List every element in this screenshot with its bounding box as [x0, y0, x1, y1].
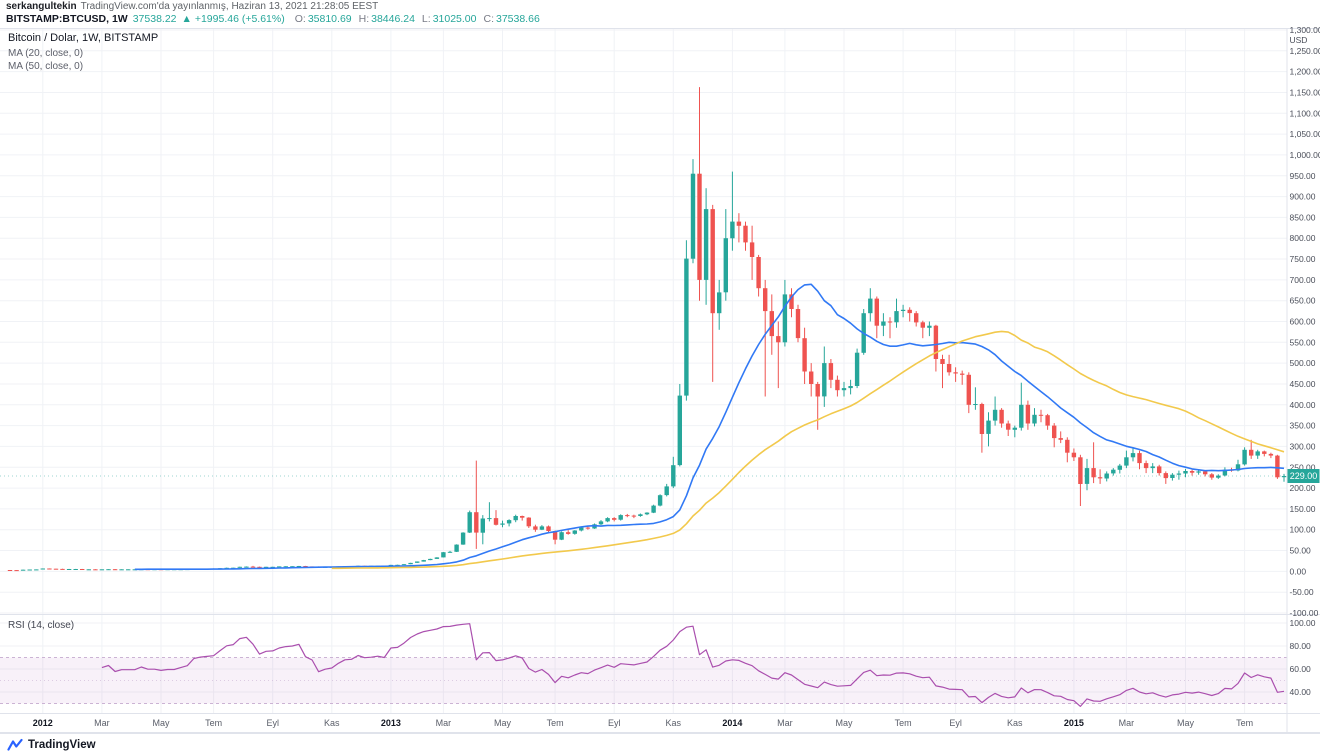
svg-text:2015: 2015: [1064, 718, 1084, 728]
svg-text:950.00: 950.00: [1290, 171, 1316, 181]
svg-text:May: May: [1177, 718, 1195, 728]
svg-text:900.00: 900.00: [1290, 192, 1316, 202]
svg-text:Mar: Mar: [777, 718, 793, 728]
rsi-line: [101, 623, 1285, 707]
svg-text:Tem: Tem: [547, 718, 564, 728]
brand-name: TradingView: [28, 738, 96, 751]
svg-text:Kas: Kas: [666, 718, 682, 728]
svg-text:Eyl: Eyl: [266, 718, 279, 728]
ohlc-value: 37538.66: [495, 13, 540, 25]
price-scale[interactable]: 1,300.00 1,250.00 1,200.00 1,150.00 1,100.00…: [1290, 25, 1320, 618]
svg-text:700.00: 700.00: [1290, 275, 1316, 285]
legend-rsi[interactable]: RSI (14, close): [8, 620, 75, 631]
price-change: ▲ +1995.46 (+5.61%): [181, 13, 285, 25]
ohlc-values: O: 35810.69 H: 38446.24 L: 31025.00 C: 37538.66: [290, 13, 540, 25]
legend-ma50[interactable]: MA (50, close, 0): [8, 61, 84, 72]
svg-text:2014: 2014: [722, 718, 742, 728]
publish-bar: serkangultekin TradingView.com'da yayınla…: [6, 1, 378, 12]
symbol-title[interactable]: BITSTAMP:BTCUSD, 1W: [6, 13, 128, 25]
svg-text:Tem: Tem: [205, 718, 222, 728]
svg-text:-50.00: -50.00: [1290, 587, 1314, 597]
svg-text:600.00: 600.00: [1290, 317, 1316, 327]
svg-text:1,200.00: 1,200.00: [1290, 67, 1320, 77]
svg-text:229.00: 229.00: [1290, 471, 1318, 481]
svg-text:1,050.00: 1,050.00: [1290, 129, 1320, 139]
rsi-band: [0, 657, 1287, 704]
pane-borders: [0, 28, 1320, 733]
svg-text:40.00: 40.00: [1290, 687, 1312, 697]
chart-legend-title[interactable]: Bitcoin / Dolar, 1W, BITSTAMP: [8, 32, 159, 44]
ohlc-value: 38446.24: [371, 13, 415, 25]
ma-line-20: [134, 283, 1285, 571]
svg-text:Mar: Mar: [1119, 718, 1135, 728]
svg-text:750.00: 750.00: [1290, 254, 1316, 264]
svg-text:80.00: 80.00: [1290, 641, 1312, 651]
author-name[interactable]: serkangultekin: [6, 1, 77, 12]
ohlc-value: 31025.00: [432, 13, 477, 25]
svg-text:100.00: 100.00: [1290, 618, 1316, 628]
last-price-value: 37538.22: [132, 13, 177, 25]
svg-text:May: May: [835, 718, 853, 728]
svg-text:2012: 2012: [33, 718, 53, 728]
svg-text:May: May: [152, 718, 170, 728]
svg-text:850.00: 850.00: [1290, 212, 1316, 222]
svg-text:1,000.00: 1,000.00: [1290, 150, 1320, 160]
svg-text:800.00: 800.00: [1290, 233, 1316, 243]
svg-text:60.00: 60.00: [1290, 664, 1312, 674]
svg-text:1,300.00: 1,300.00: [1290, 25, 1320, 35]
svg-text:150.00: 150.00: [1290, 504, 1316, 514]
tradingview-logo[interactable]: [7, 738, 23, 752]
svg-text:Mar: Mar: [436, 718, 452, 728]
publish-info: TradingView.com'da yayınlanmış, Haziran …: [80, 1, 379, 12]
ma-line-50: [331, 330, 1285, 570]
svg-text:550.00: 550.00: [1290, 337, 1316, 347]
svg-text:Kas: Kas: [1007, 718, 1023, 728]
svg-text:300.00: 300.00: [1290, 441, 1316, 451]
svg-text:350.00: 350.00: [1290, 421, 1316, 431]
svg-text:Tem: Tem: [1236, 718, 1253, 728]
time-scale[interactable]: 2012 Mar May Tem Eyl Kas 2013 Mar May Tem Eyl Kas 20…: [33, 718, 1253, 728]
symbol-info-bar: BITSTAMP:BTCUSD, 1W 37538.22 ▲ +1995.46 …: [6, 13, 540, 25]
svg-text:USD: USD: [1290, 35, 1308, 45]
svg-text:1,150.00: 1,150.00: [1290, 88, 1320, 98]
svg-text:0.00: 0.00: [1290, 566, 1307, 576]
svg-text:May: May: [494, 718, 512, 728]
svg-text:450.00: 450.00: [1290, 379, 1316, 389]
ohlc-label: H:: [358, 13, 370, 25]
ohlc-label: L:: [421, 13, 431, 25]
ohlc-label: C:: [483, 13, 494, 25]
svg-text:Kas: Kas: [324, 718, 340, 728]
candlestick-series: [7, 87, 1287, 572]
svg-text:100.00: 100.00: [1290, 525, 1316, 535]
legend-ma20[interactable]: MA (20, close, 0): [8, 48, 84, 59]
last-price-badge: 229.00: [1287, 469, 1320, 483]
svg-text:200.00: 200.00: [1290, 483, 1316, 493]
svg-text:-100.00: -100.00: [1290, 608, 1319, 618]
svg-text:250.00: 250.00: [1290, 462, 1316, 472]
svg-text:1,100.00: 1,100.00: [1290, 108, 1320, 118]
svg-text:650.00: 650.00: [1290, 296, 1316, 306]
svg-text:Eyl: Eyl: [608, 718, 621, 728]
svg-text:400.00: 400.00: [1290, 400, 1316, 410]
main-pane-legend: Bitcoin / Dolar, 1W, BITSTAMP MA (20, cl…: [8, 32, 158, 73]
svg-text:500.00: 500.00: [1290, 358, 1316, 368]
ohlc-value: 35810.69: [307, 13, 352, 25]
svg-text:2013: 2013: [381, 718, 401, 728]
svg-text:Eyl: Eyl: [949, 718, 962, 728]
svg-text:1,250.00: 1,250.00: [1290, 46, 1320, 56]
svg-text:Tem: Tem: [895, 718, 912, 728]
grid: [0, 28, 1287, 713]
rsi-scale[interactable]: 100.00 80.00 60.00 40.00: [1290, 618, 1316, 697]
svg-text:50.00: 50.00: [1290, 546, 1312, 556]
ohlc-label: O:: [294, 13, 306, 25]
svg-text:Mar: Mar: [94, 718, 110, 728]
attribution-bar: TradingView: [0, 733, 1320, 755]
